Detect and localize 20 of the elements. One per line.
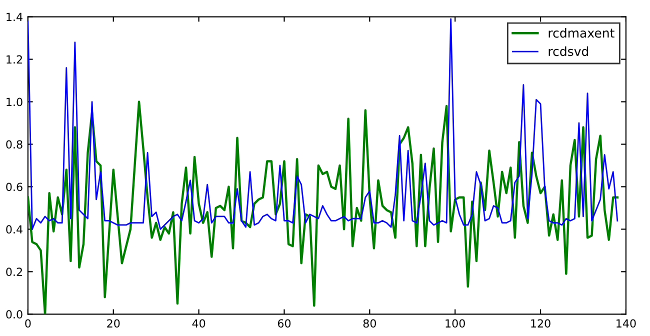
y-tick-label: 1.2 [6, 55, 22, 64]
legend-label: rcdsvd [548, 46, 588, 56]
x-tick-label: 140 [616, 319, 636, 328]
x-tick-label: 80 [363, 319, 376, 328]
y-tick-label: 1.4 [6, 12, 22, 22]
x-tick-label: 60 [278, 319, 291, 328]
x-tick-label: 0 [25, 319, 31, 328]
x-tick-label: 20 [107, 319, 120, 328]
legend-label: rcdmaxent [548, 28, 614, 38]
line-series [28, 100, 619, 314]
x-tick-label: 120 [531, 319, 550, 328]
y-tick-label: 0.6 [6, 182, 22, 192]
y-tick-label: 0.2 [6, 268, 22, 276]
y-tick-label: 0.4 [6, 225, 22, 234]
x-tick-label: 40 [192, 319, 206, 328]
line-series [28, 18, 618, 230]
x-tick-label: 100 [446, 319, 465, 328]
y-tick-label: 0.8 [6, 140, 22, 149]
y-tick-label: 1.0 [6, 98, 22, 106]
y-tick-label: 0.0 [6, 310, 22, 319]
